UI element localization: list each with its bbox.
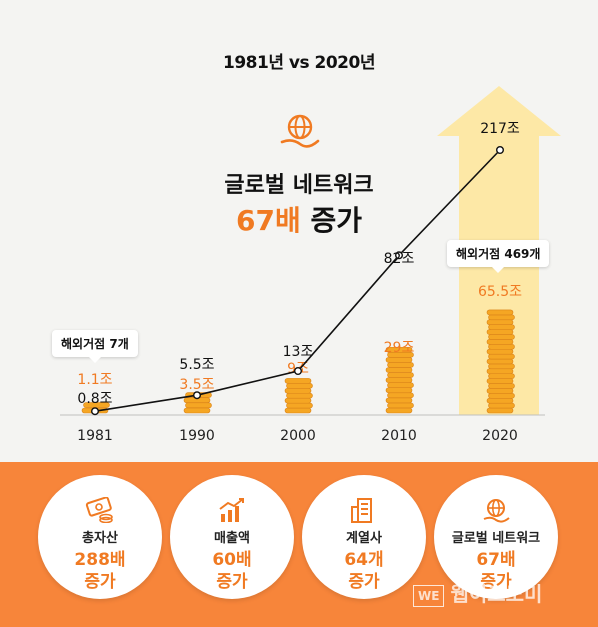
growth-chart-icon <box>217 497 247 523</box>
stat-value: 288배 <box>74 550 126 570</box>
line-point-2010 <box>395 251 404 260</box>
stat-suffix: 증가 <box>480 572 512 592</box>
value-label-assets-1990: 5.5조 <box>179 357 214 373</box>
watermark-box: WE <box>413 584 445 607</box>
value-label-sales-2020: 65.5조 <box>478 284 522 300</box>
stat-circle-2: 매출액 60배 증가 <box>170 475 294 599</box>
value-label-assets-2000: 13조 <box>283 344 314 360</box>
tick-label-2000: 2000 <box>280 428 316 444</box>
stat-suffix: 증가 <box>348 572 380 592</box>
globe-icon <box>481 497 511 523</box>
line-point-2000 <box>294 367 303 376</box>
globe-hand-icon <box>280 114 320 148</box>
value-label-sales-1990: 3.5조 <box>179 377 214 393</box>
watermark-text: 웹이코노미 <box>450 582 543 606</box>
title-line1: 글로벌 네트워크 <box>224 173 374 198</box>
value-label-assets-2010: 82조 <box>384 251 415 267</box>
stat-suffix: 증가 <box>216 572 248 592</box>
stat-value: 64개 <box>344 550 384 570</box>
stat-label: 글로벌 네트워크 <box>451 531 541 546</box>
tick-label-2010: 2010 <box>381 428 417 444</box>
stat-label: 계열사 <box>346 531 382 546</box>
coin-stack-2010 <box>385 346 414 414</box>
watermark: WE 웹이코노미 <box>413 578 543 607</box>
line-point-2020 <box>496 145 505 154</box>
line-point-1981 <box>90 407 99 416</box>
title-line2: 67배 증가 <box>0 199 598 239</box>
stat-label: 매출액 <box>214 531 250 546</box>
stat-circle-3: 계열사 64개 증가 <box>302 475 426 599</box>
page-headline: 1981년 vs 2020년 <box>223 53 375 73</box>
title-highlight: 67배 <box>235 204 301 237</box>
stat-circle-1: 총자산 288배 증가 <box>38 475 162 599</box>
title-rest: 증가 <box>300 204 362 237</box>
coin-stack-2000 <box>284 378 313 414</box>
coin-stack-2020 <box>486 309 515 414</box>
stat-circle-4: 글로벌 네트워크 67배 증가 <box>434 475 558 599</box>
stat-value: 67배 <box>476 550 516 570</box>
tick-label-1981: 1981 <box>77 428 113 444</box>
value-label-assets-2020: 217조 <box>480 121 520 137</box>
tick-label-1990: 1990 <box>179 428 215 444</box>
badge-1981: 해외거점 7개 <box>52 330 138 363</box>
stat-value: 60배 <box>212 550 252 570</box>
badge-2020: 해외거점 469개 <box>447 240 550 273</box>
value-label-sales-1981: 1.1조 <box>77 372 112 388</box>
value-label-assets-1981: 0.8조 <box>77 391 112 407</box>
building-icon <box>349 497 379 523</box>
stat-label: 총자산 <box>82 531 118 546</box>
value-label-sales-2010: 29조 <box>384 340 415 356</box>
money-icon <box>85 496 115 524</box>
stat-suffix: 증가 <box>84 572 116 592</box>
tick-label-2020: 2020 <box>482 428 518 444</box>
line-point-1990 <box>192 391 201 400</box>
